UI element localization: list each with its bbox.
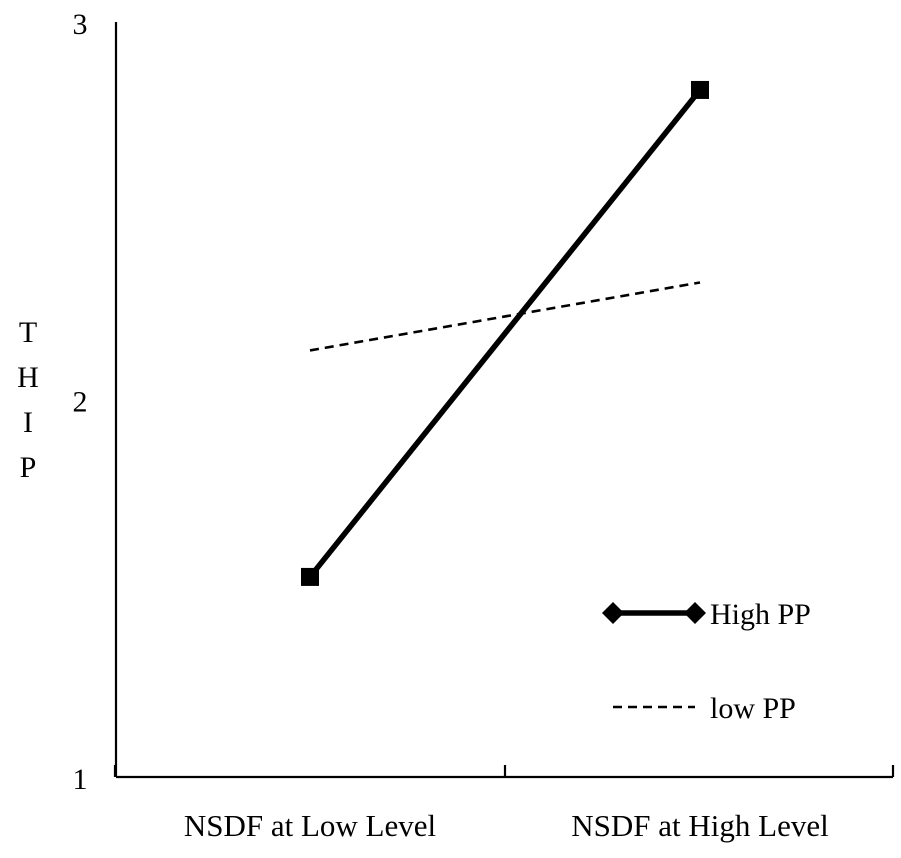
- x-category-label: NSDF at High Level: [571, 808, 828, 843]
- legend-label: High PP: [710, 598, 811, 631]
- legend-item: low PP: [613, 692, 796, 725]
- y-tick-label: 3: [73, 8, 88, 41]
- data-point: [301, 567, 319, 586]
- y-tick-label: 1: [73, 763, 88, 796]
- series-line-0: [307, 88, 703, 579]
- y-tick-label: 2: [73, 386, 88, 419]
- axes: [113, 22, 895, 779]
- legend-item: High PP: [602, 598, 811, 631]
- legend-label: low PP: [710, 692, 796, 725]
- series-line-1: [309, 281, 701, 352]
- legend-marker: [684, 602, 706, 624]
- series-lines: [301, 80, 709, 586]
- data-point: [691, 80, 709, 99]
- y-tick-labels: 1 2 3: [73, 8, 88, 796]
- legend-marker: [602, 602, 624, 624]
- x-category-label: NSDF at Low Level: [184, 808, 436, 843]
- legend: High PP low PP: [602, 598, 811, 725]
- x-category-labels: NSDF at Low Level NSDF at High Level: [184, 808, 829, 843]
